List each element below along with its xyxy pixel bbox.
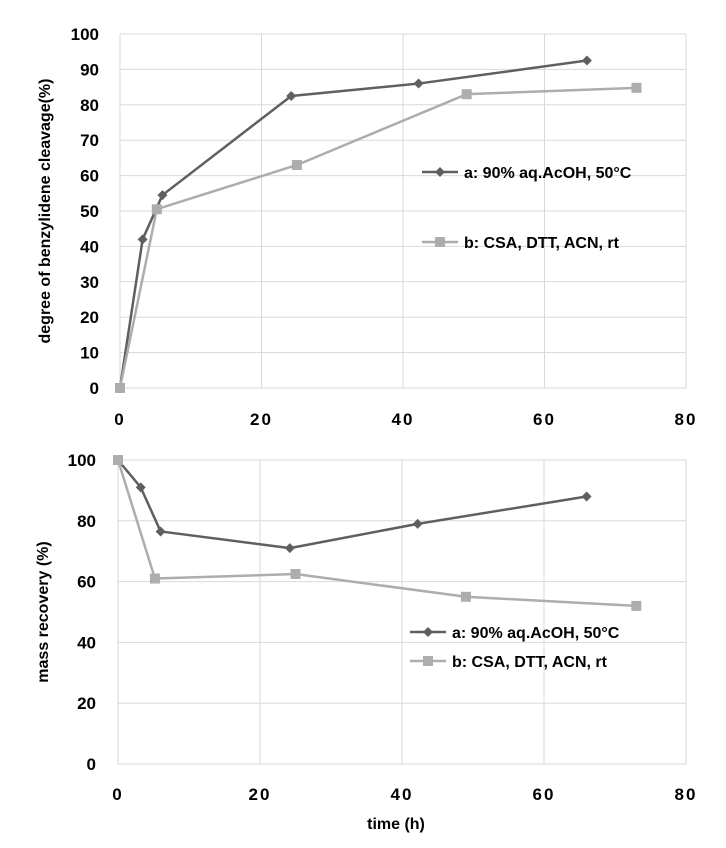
legend-label-a: a: 90% aq.AcOH, 50°C [452,625,620,642]
data-point-b [115,383,125,393]
x-tick-label: 20 [250,410,273,429]
data-point-a [286,90,297,101]
y-axis-label: mass recovery (%) [35,541,52,682]
legend-marker-a [423,627,433,637]
y-tick-label: 70 [80,131,99,150]
y-tick-label: 90 [80,60,99,79]
data-point-a [581,491,592,502]
legend-label-a: a: 90% aq.AcOH, 50°C [464,165,632,182]
data-point-a [412,518,423,529]
data-point-b [631,600,642,611]
y-tick-label: 0 [87,755,96,774]
legend-label-b: b: CSA, DTT, ACN, rt [464,235,620,252]
legend-marker-b [423,656,433,666]
x-tick-label: 60 [533,410,556,429]
data-point-b [631,82,642,93]
y-tick-label: 80 [77,512,96,531]
x-tick-label: 0 [114,410,125,429]
chart-benzylidene-cleavage: 0 10 20 30 40 50 60 70 80 90 100 0 20 40 60 80 degree of… [37,25,698,429]
x-tick-label: 80 [675,785,698,804]
y-tick-label: 60 [80,167,99,186]
x-tick-label: 80 [675,410,698,429]
y-tick-label: 30 [80,273,99,292]
y-tick-label: 100 [68,451,96,470]
y-tick-label: 40 [77,633,96,652]
legend-marker-b [435,237,445,247]
data-point-b [460,591,471,602]
legend-label-b: b: CSA, DTT, ACN, rt [452,654,608,671]
y-tick-label: 80 [80,96,99,115]
y-tick-label: 100 [71,25,99,44]
series-line-a [117,459,587,550]
data-point-a [284,543,295,554]
series-line-b [116,459,637,608]
data-point-b [291,159,302,170]
y-tick-label: 20 [77,694,96,713]
series-line-a [118,59,588,389]
x-tick-label: 60 [533,785,556,804]
data-point-a [581,55,592,66]
y-tick-label: 60 [77,573,96,592]
data-point-b [290,569,301,579]
data-point-b [113,455,123,465]
data-point-a [135,482,146,493]
x-tick-label: 0 [112,785,123,804]
data-point-a [157,190,168,201]
data-point-b [151,204,162,215]
y-axis-label: degree of benzylidene cleavage(%) [37,79,54,344]
data-point-a [137,234,148,245]
x-tick-label: 40 [391,785,414,804]
y-tick-label: 20 [80,308,99,327]
y-tick-label: 10 [80,344,99,363]
data-point-a [413,78,424,89]
y-tick-label: 40 [80,237,99,256]
legend-marker-a [435,167,445,177]
y-tick-label: 0 [90,379,99,398]
x-tick-label: 20 [249,785,272,804]
y-tick-label: 50 [80,202,99,221]
x-axis-label: time (h) [367,816,425,833]
data-point-b [149,573,160,584]
chart-mass-recovery: 0 20 40 60 80 100 0 20 40 60 80 mass recovery (%) ti… [35,451,698,833]
data-point-b [461,89,472,100]
x-tick-label: 40 [392,410,415,429]
data-point-a [155,526,166,537]
